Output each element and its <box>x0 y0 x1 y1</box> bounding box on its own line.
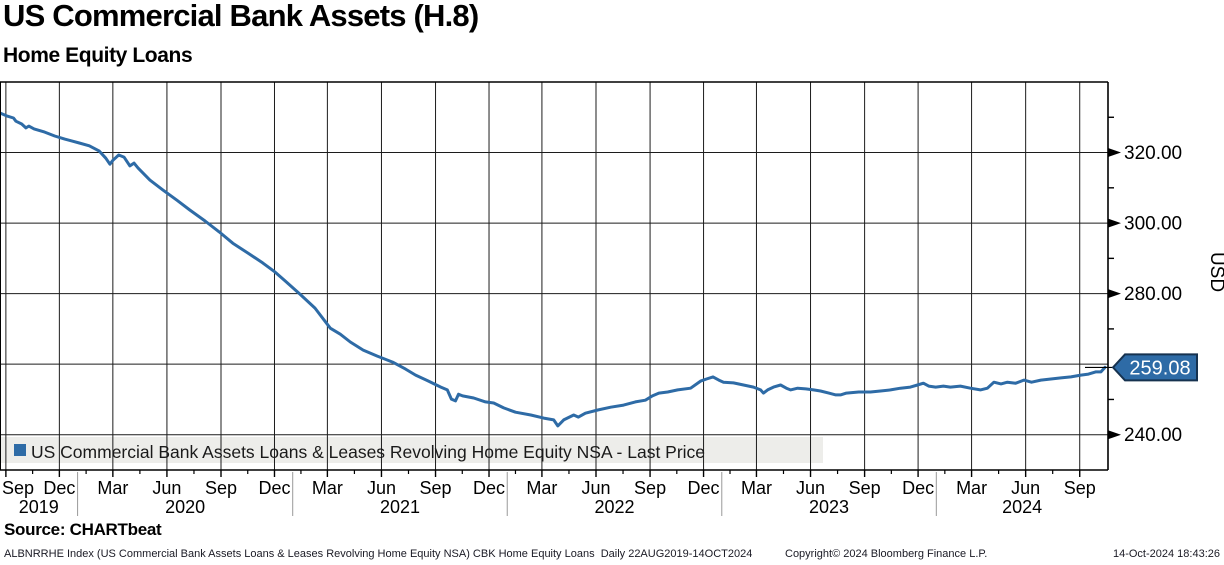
y-axis-title: USD <box>1206 252 1224 292</box>
y-major-tick-arrow <box>1108 430 1121 440</box>
legend-marker <box>14 444 26 456</box>
x-tick-label: Mar <box>956 478 987 498</box>
year-label: 2021 <box>380 497 420 517</box>
y-major-tick-arrow <box>1108 218 1121 228</box>
y-tick-label: 300.00 <box>1124 214 1182 235</box>
year-label: 2024 <box>1002 497 1042 517</box>
y-major-tick-arrow <box>1108 289 1121 299</box>
chart-subtitle: Home Equity Loans <box>3 44 193 67</box>
source-label: Source: CHARTbeat <box>4 520 162 539</box>
last-price-tag <box>1111 353 1198 382</box>
last-price-label: 259.08 <box>1129 357 1190 379</box>
year-label: 2022 <box>594 497 634 517</box>
x-tick-label: Dec <box>688 478 720 498</box>
y-tick-label: 280.00 <box>1124 284 1182 305</box>
x-tick-label: Jun <box>152 478 181 498</box>
x-tick-label: Sep <box>420 478 452 498</box>
y-major-tick-arrow <box>1108 148 1121 158</box>
x-tick-label: Mar <box>741 478 772 498</box>
x-tick-label: Dec <box>473 478 505 498</box>
year-label: 2019 <box>19 497 59 517</box>
x-tick-label: Mar <box>312 478 343 498</box>
page-title: US Commercial Bank Assets (H.8) <box>3 0 479 33</box>
legend-label: US Commercial Bank Assets Loans & Leases… <box>31 442 705 462</box>
x-tick-label: Mar <box>97 478 128 498</box>
x-tick-label: Sep <box>849 478 881 498</box>
data-line <box>0 111 1107 428</box>
y-tick-label: 240.00 <box>1124 425 1182 446</box>
disclaimer-text: ALBNRRHE Index (US Commercial Bank Asset… <box>4 548 753 560</box>
x-tick-label: Jun <box>367 478 396 498</box>
x-tick-label: Jun <box>796 478 825 498</box>
copyright-text: Copyright© 2024 Bloomberg Finance L.P. <box>785 548 988 560</box>
x-tick-label: Sep <box>205 478 237 498</box>
x-tick-label: Jun <box>581 478 610 498</box>
timestamp-text: 14-Oct-2024 18:43:26 <box>1112 548 1220 560</box>
year-label: 2020 <box>165 497 205 517</box>
x-tick-label: Sep <box>2 478 34 498</box>
x-tick-label: Dec <box>43 478 75 498</box>
x-tick-label: Mar <box>526 478 557 498</box>
year-label: 2023 <box>809 497 849 517</box>
x-tick-label: Dec <box>258 478 290 498</box>
x-tick-label: Dec <box>902 478 934 498</box>
x-tick-label: Sep <box>1064 478 1096 498</box>
y-tick-label: 320.00 <box>1124 143 1182 164</box>
x-tick-label: Sep <box>634 478 666 498</box>
x-tick-label: Jun <box>1011 478 1040 498</box>
legend-strip <box>0 437 823 463</box>
